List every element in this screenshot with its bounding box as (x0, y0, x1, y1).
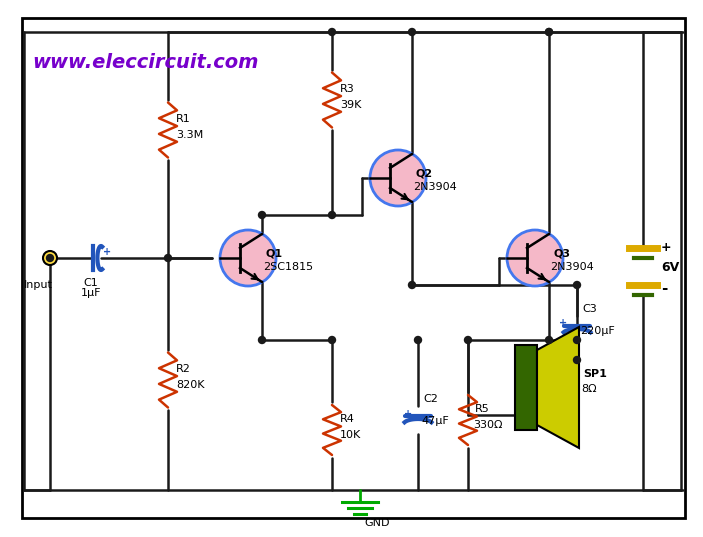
Text: +: + (559, 318, 567, 328)
Circle shape (574, 337, 581, 344)
Text: Input: Input (24, 280, 53, 290)
Text: C2: C2 (423, 394, 438, 404)
Text: 10K: 10K (340, 430, 361, 440)
Text: R5: R5 (475, 404, 490, 414)
Text: SP1: SP1 (583, 369, 607, 379)
Circle shape (328, 28, 335, 35)
Circle shape (220, 230, 276, 286)
Text: GND: GND (364, 518, 389, 528)
Circle shape (546, 28, 553, 35)
Text: 6V: 6V (661, 261, 679, 274)
Text: 820K: 820K (176, 380, 205, 390)
Circle shape (408, 281, 415, 288)
Text: www.eleccircuit.com: www.eleccircuit.com (32, 53, 259, 72)
Text: C1: C1 (84, 278, 98, 288)
Circle shape (507, 230, 563, 286)
Circle shape (259, 337, 266, 344)
Text: 2SC1815: 2SC1815 (263, 262, 313, 272)
Text: 2N3904: 2N3904 (413, 182, 457, 192)
Circle shape (546, 28, 553, 35)
Text: 220μF: 220μF (580, 326, 614, 336)
Text: Q1: Q1 (266, 248, 283, 258)
Text: 1μF: 1μF (81, 288, 101, 298)
Circle shape (408, 28, 415, 35)
Text: R2: R2 (176, 364, 191, 374)
Circle shape (465, 337, 472, 344)
Text: R4: R4 (340, 414, 355, 424)
Circle shape (165, 255, 172, 262)
Text: 2N3904: 2N3904 (550, 262, 594, 272)
Circle shape (43, 251, 57, 265)
Text: 3.3M: 3.3M (176, 130, 203, 140)
Circle shape (370, 150, 426, 206)
Text: R3: R3 (340, 84, 355, 94)
Text: +: + (661, 241, 671, 254)
Circle shape (259, 212, 266, 219)
Text: -: - (661, 281, 667, 296)
Text: Q2: Q2 (416, 168, 433, 178)
Text: 47μF: 47μF (421, 416, 449, 426)
Circle shape (574, 281, 581, 288)
Text: 8Ω: 8Ω (581, 384, 597, 394)
Text: 330Ω: 330Ω (473, 420, 503, 430)
Circle shape (46, 255, 53, 262)
Text: +: + (103, 247, 111, 257)
Text: C3: C3 (582, 304, 597, 314)
FancyBboxPatch shape (22, 18, 685, 518)
Polygon shape (537, 327, 579, 448)
Bar (515, 345, 537, 430)
Circle shape (328, 337, 335, 344)
Circle shape (546, 337, 553, 344)
Text: Q3: Q3 (553, 248, 570, 258)
Circle shape (328, 212, 335, 219)
Text: +: + (404, 409, 412, 419)
Text: R1: R1 (176, 114, 191, 124)
Text: 39K: 39K (340, 100, 361, 110)
Circle shape (574, 357, 581, 364)
Circle shape (415, 337, 422, 344)
